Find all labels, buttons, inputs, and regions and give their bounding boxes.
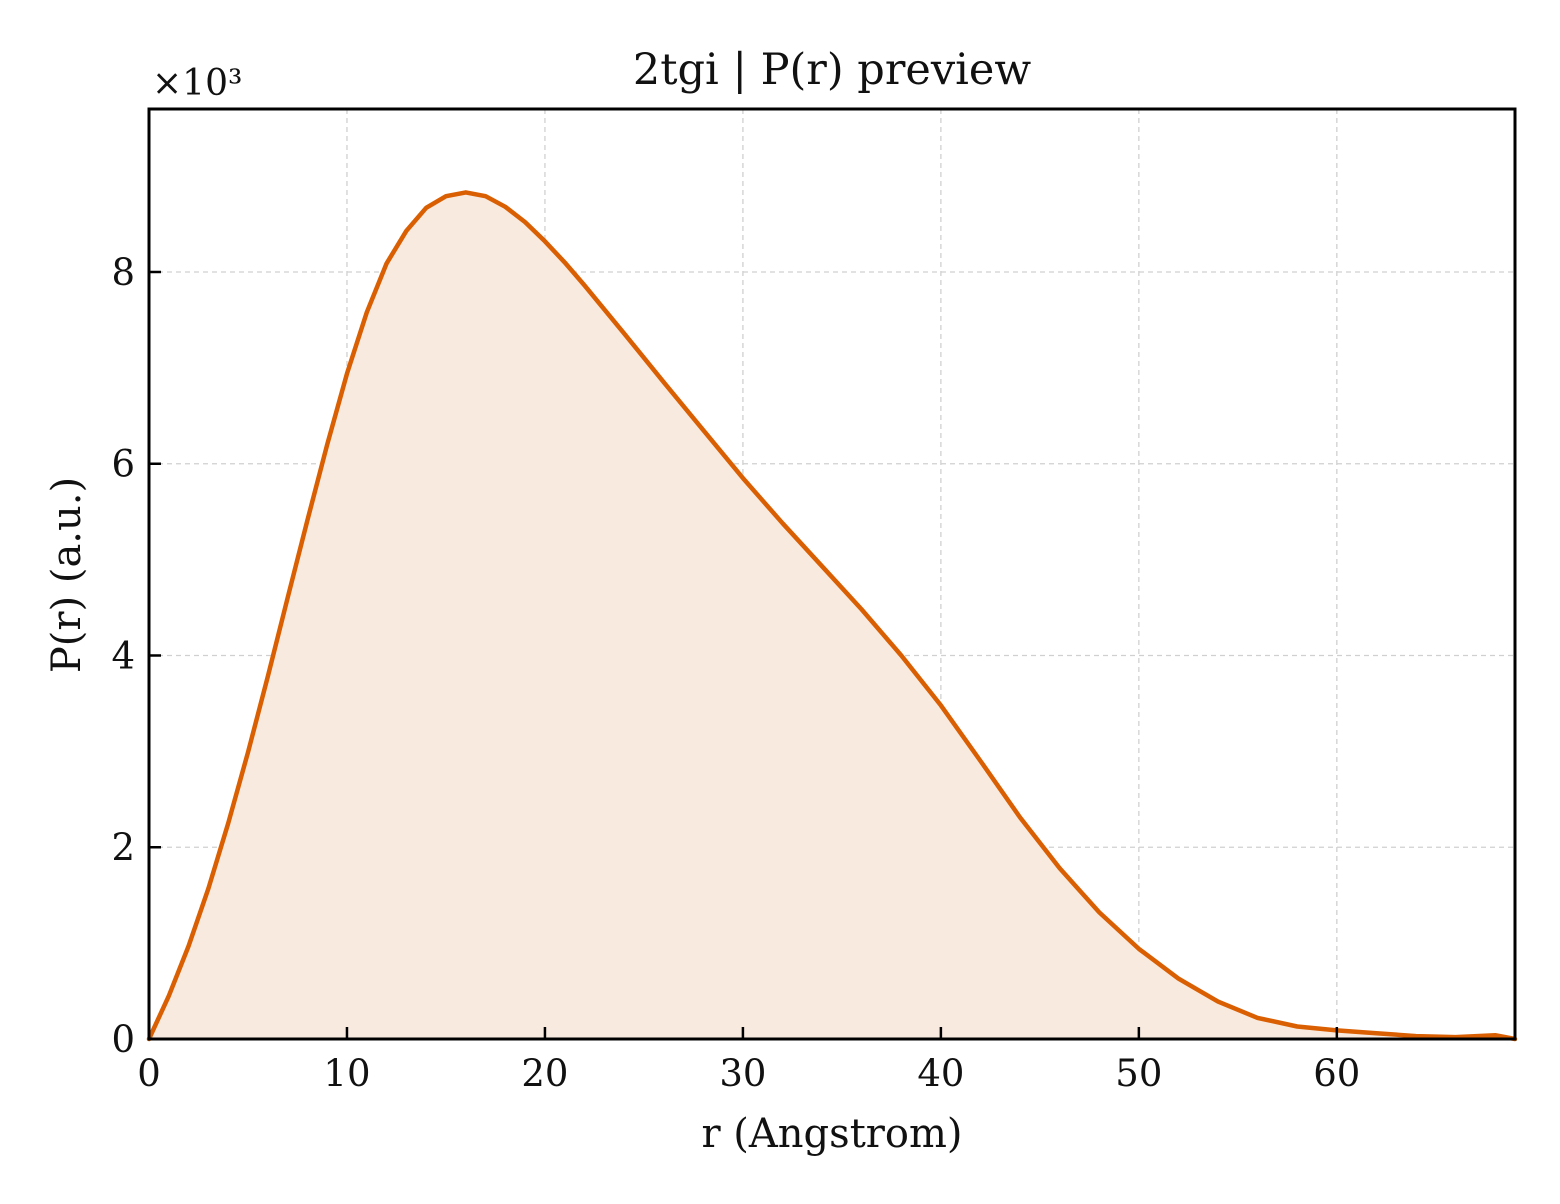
pr-area-fill: [149, 192, 1515, 1039]
x-tick-label: 40: [917, 1052, 964, 1095]
chart-title: 2tgi | P(r) preview: [633, 45, 1031, 95]
plot-frame: [147, 107, 1517, 1041]
y-tick-label: 0: [111, 1018, 135, 1061]
y-tick-label: 8: [111, 251, 135, 294]
y-axis-label: P(r) (a.u.): [44, 477, 90, 673]
y-tick-label: 6: [111, 443, 135, 486]
x-tick-label: 10: [323, 1052, 370, 1095]
x-tick-label: 30: [719, 1052, 766, 1095]
x-tick-label: 20: [521, 1052, 568, 1095]
y-tick-label: 4: [111, 634, 135, 677]
axis-ticks: 0 10 20 30 40 50 60 0 2 4 6 8: [111, 251, 1360, 1095]
pr-series-line: [146, 190, 1518, 1042]
y-axis-multiplier: ×10³: [152, 63, 242, 104]
x-axis-label: r (Angstrom): [701, 1111, 962, 1157]
x-tick-label: 60: [1313, 1052, 1360, 1095]
x-tick-label: 0: [137, 1052, 161, 1095]
y-tick-label: 2: [111, 826, 135, 869]
x-tick-label: 50: [1115, 1052, 1162, 1095]
